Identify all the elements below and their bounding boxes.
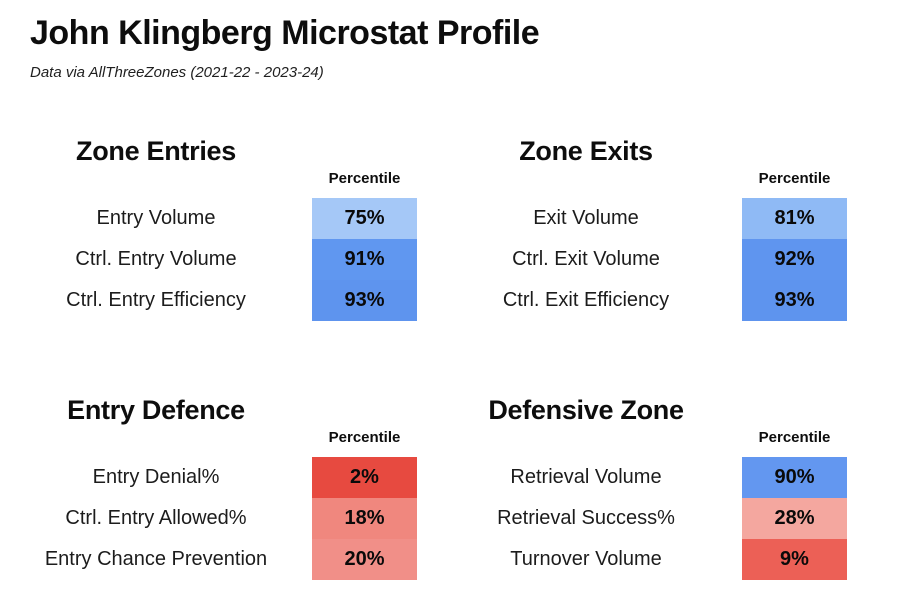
percentile-cell: 81% [742, 198, 847, 239]
section-defensive-zone: Defensive Zone Percentile Retrieval Volu… [430, 395, 877, 601]
percentile-cell: 75% [312, 198, 417, 239]
stat-row: Retrieval Volume 90% [430, 457, 847, 498]
section-title: Zone Entries [76, 136, 236, 166]
stat-row: Ctrl. Entry Volume 91% [0, 239, 417, 280]
stat-rows: Exit Volume 81% Ctrl. Exit Volume 92% Ct… [430, 198, 847, 321]
section-title: Entry Defence [67, 395, 245, 425]
section-zone-exits: Zone Exits Percentile Exit Volume 81% Ct… [430, 136, 877, 386]
stat-row: Retrieval Success% 28% [430, 498, 847, 539]
stat-label: Ctrl. Entry Efficiency [66, 289, 246, 311]
stat-row: Entry Denial% 2% [0, 457, 417, 498]
stat-label: Retrieval Volume [510, 466, 662, 488]
percentile-column-header: Percentile [328, 170, 401, 187]
stat-rows: Retrieval Volume 90% Retrieval Success% … [430, 457, 847, 580]
section-title: Defensive Zone [488, 395, 684, 425]
section-entry-defence: Entry Defence Percentile Entry Denial% 2… [0, 395, 447, 601]
stat-rows: Entry Volume 75% Ctrl. Entry Volume 91% … [0, 198, 417, 321]
percentile-cell: 2% [312, 457, 417, 498]
stat-row: Entry Chance Prevention 20% [0, 539, 417, 580]
stat-row: Ctrl. Entry Efficiency 93% [0, 280, 417, 321]
page-title: John Klingberg Microstat Profile [30, 14, 540, 52]
percentile-cell: 93% [312, 280, 417, 321]
stat-label: Ctrl. Entry Volume [75, 248, 237, 270]
stat-label: Exit Volume [533, 207, 639, 229]
stat-label: Turnover Volume [510, 548, 662, 570]
percentile-cell: 20% [312, 539, 417, 580]
percentile-column-header: Percentile [758, 170, 831, 187]
percentile-cell: 90% [742, 457, 847, 498]
percentile-cell: 28% [742, 498, 847, 539]
stat-row: Exit Volume 81% [430, 198, 847, 239]
stat-label: Ctrl. Exit Volume [512, 248, 660, 270]
stat-label: Ctrl. Exit Efficiency [502, 289, 670, 311]
percentile-column-header: Percentile [328, 429, 401, 446]
stat-row: Ctrl. Exit Volume 92% [430, 239, 847, 280]
stat-row: Entry Volume 75% [0, 198, 417, 239]
stat-label: Entry Volume [96, 207, 216, 229]
section-title: Zone Exits [519, 136, 653, 166]
stat-row: Ctrl. Entry Allowed% 18% [0, 498, 417, 539]
data-source-note: Data via AllThreeZones (2021-22 - 2023-2… [30, 64, 324, 81]
stat-label: Entry Chance Prevention [44, 548, 268, 570]
stat-label: Entry Denial% [92, 466, 220, 488]
percentile-column-header: Percentile [758, 429, 831, 446]
stat-rows: Entry Denial% 2% Ctrl. Entry Allowed% 18… [0, 457, 417, 580]
percentile-cell: 93% [742, 280, 847, 321]
stat-label: Retrieval Success% [497, 507, 675, 529]
percentile-cell: 91% [312, 239, 417, 280]
section-zone-entries: Zone Entries Percentile Entry Volume 75%… [0, 136, 447, 386]
percentile-cell: 9% [742, 539, 847, 580]
stat-label: Ctrl. Entry Allowed% [65, 507, 247, 529]
stat-row: Turnover Volume 9% [430, 539, 847, 580]
percentile-cell: 92% [742, 239, 847, 280]
percentile-cell: 18% [312, 498, 417, 539]
stat-row: Ctrl. Exit Efficiency 93% [430, 280, 847, 321]
